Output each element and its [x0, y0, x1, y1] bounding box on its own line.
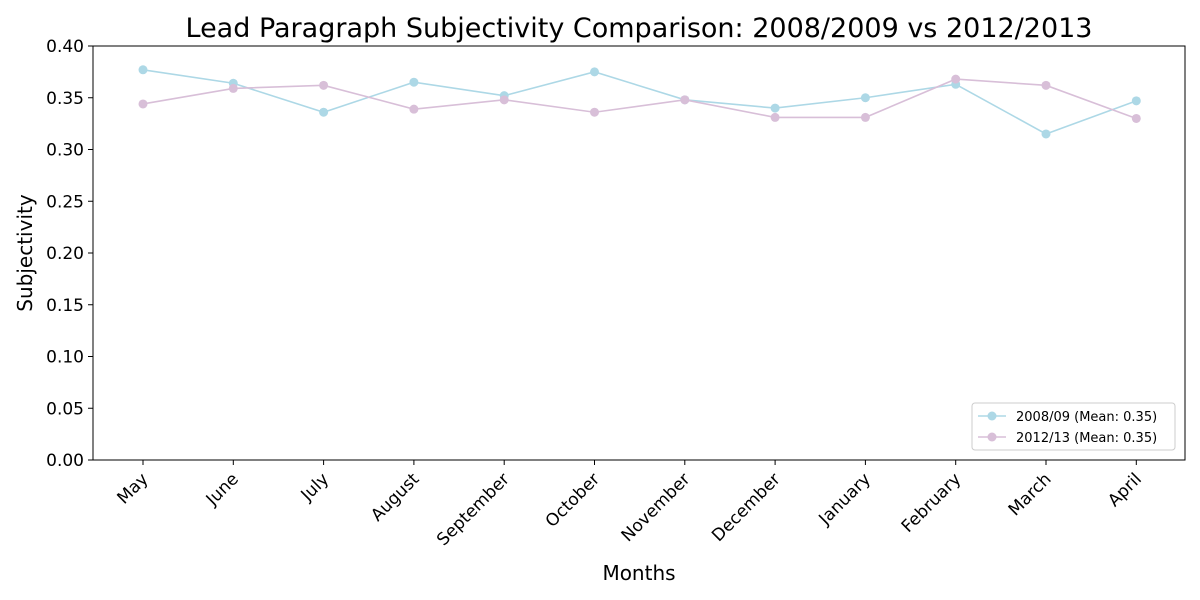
x-tick-label: January	[815, 469, 875, 529]
x-tick-label: October	[542, 469, 604, 531]
y-tick-label: 0.30	[46, 141, 84, 161]
data-point	[409, 77, 419, 87]
x-tick-label: April	[1104, 469, 1146, 511]
y-tick-label: 0.05	[46, 399, 84, 419]
x-tick-label: November	[618, 469, 695, 546]
legend-box	[971, 402, 1176, 451]
data-point	[319, 107, 329, 117]
x-tick-label: August	[367, 469, 423, 525]
y-tick-label: 0.10	[46, 348, 84, 368]
data-point	[319, 80, 329, 90]
legend-item: 2008/09 (Mean: 0.35)	[978, 410, 1157, 425]
data-point	[951, 74, 961, 84]
series-line	[142, 69, 1137, 135]
series-line	[142, 78, 1137, 120]
data-point	[1041, 80, 1051, 90]
y-axis: 0.00 0.05 0.10 0.15 0.20 0.25 0.30 0.35 0.40	[46, 37, 93, 471]
legend-item: 2012/13 (Mean: 0.35)	[978, 431, 1157, 446]
data-point	[860, 93, 870, 103]
data-point	[590, 107, 599, 117]
x-tick-label: September	[433, 469, 514, 550]
data-point	[499, 95, 509, 105]
data-point	[860, 112, 870, 122]
x-tick-label: May	[114, 469, 153, 508]
data-point	[1131, 113, 1141, 123]
y-axis-label: Subjectivity	[13, 194, 37, 312]
y-tick-label: 0.20	[46, 244, 84, 264]
legend: 2008/09 (Mean: 0.35) 2012/13 (Mean: 0.35)	[971, 402, 1176, 451]
x-axis-label: Months	[602, 561, 675, 585]
series-2	[138, 74, 1141, 123]
data-point	[680, 95, 690, 105]
series-1	[138, 65, 1141, 139]
data-point	[590, 67, 599, 77]
y-tick-label: 0.25	[46, 192, 84, 212]
y-tick-label: 0.35	[46, 89, 84, 109]
y-tick-label: 0.15	[46, 296, 84, 316]
y-tick-label: 0.40	[46, 37, 84, 57]
data-point	[138, 99, 148, 109]
data-point	[409, 104, 419, 114]
x-tick-label: July	[297, 469, 333, 505]
y-tick-label: 0.00	[46, 451, 84, 471]
legend-swatch-marker	[987, 411, 997, 421]
legend-label: 2012/13 (Mean: 0.35)	[1016, 431, 1157, 446]
legend-swatch-marker	[987, 432, 997, 442]
series-layer	[138, 65, 1141, 139]
x-tick-label: February	[898, 469, 965, 536]
x-axis: May June July August September October Novembe…	[114, 460, 1146, 550]
chart-title: Lead Paragraph Subjectivity Comparison: …	[186, 13, 1093, 44]
x-tick-label: December	[708, 469, 784, 545]
x-tick-label: March	[1005, 469, 1056, 520]
data-point	[228, 83, 238, 93]
x-tick-label: June	[202, 469, 243, 510]
data-point	[770, 103, 780, 113]
legend-label: 2008/09 (Mean: 0.35)	[1016, 410, 1157, 425]
data-point	[138, 65, 148, 75]
data-point	[1041, 129, 1051, 139]
data-point	[1131, 96, 1141, 106]
data-point	[770, 112, 780, 122]
plot-frame	[92, 45, 1186, 461]
